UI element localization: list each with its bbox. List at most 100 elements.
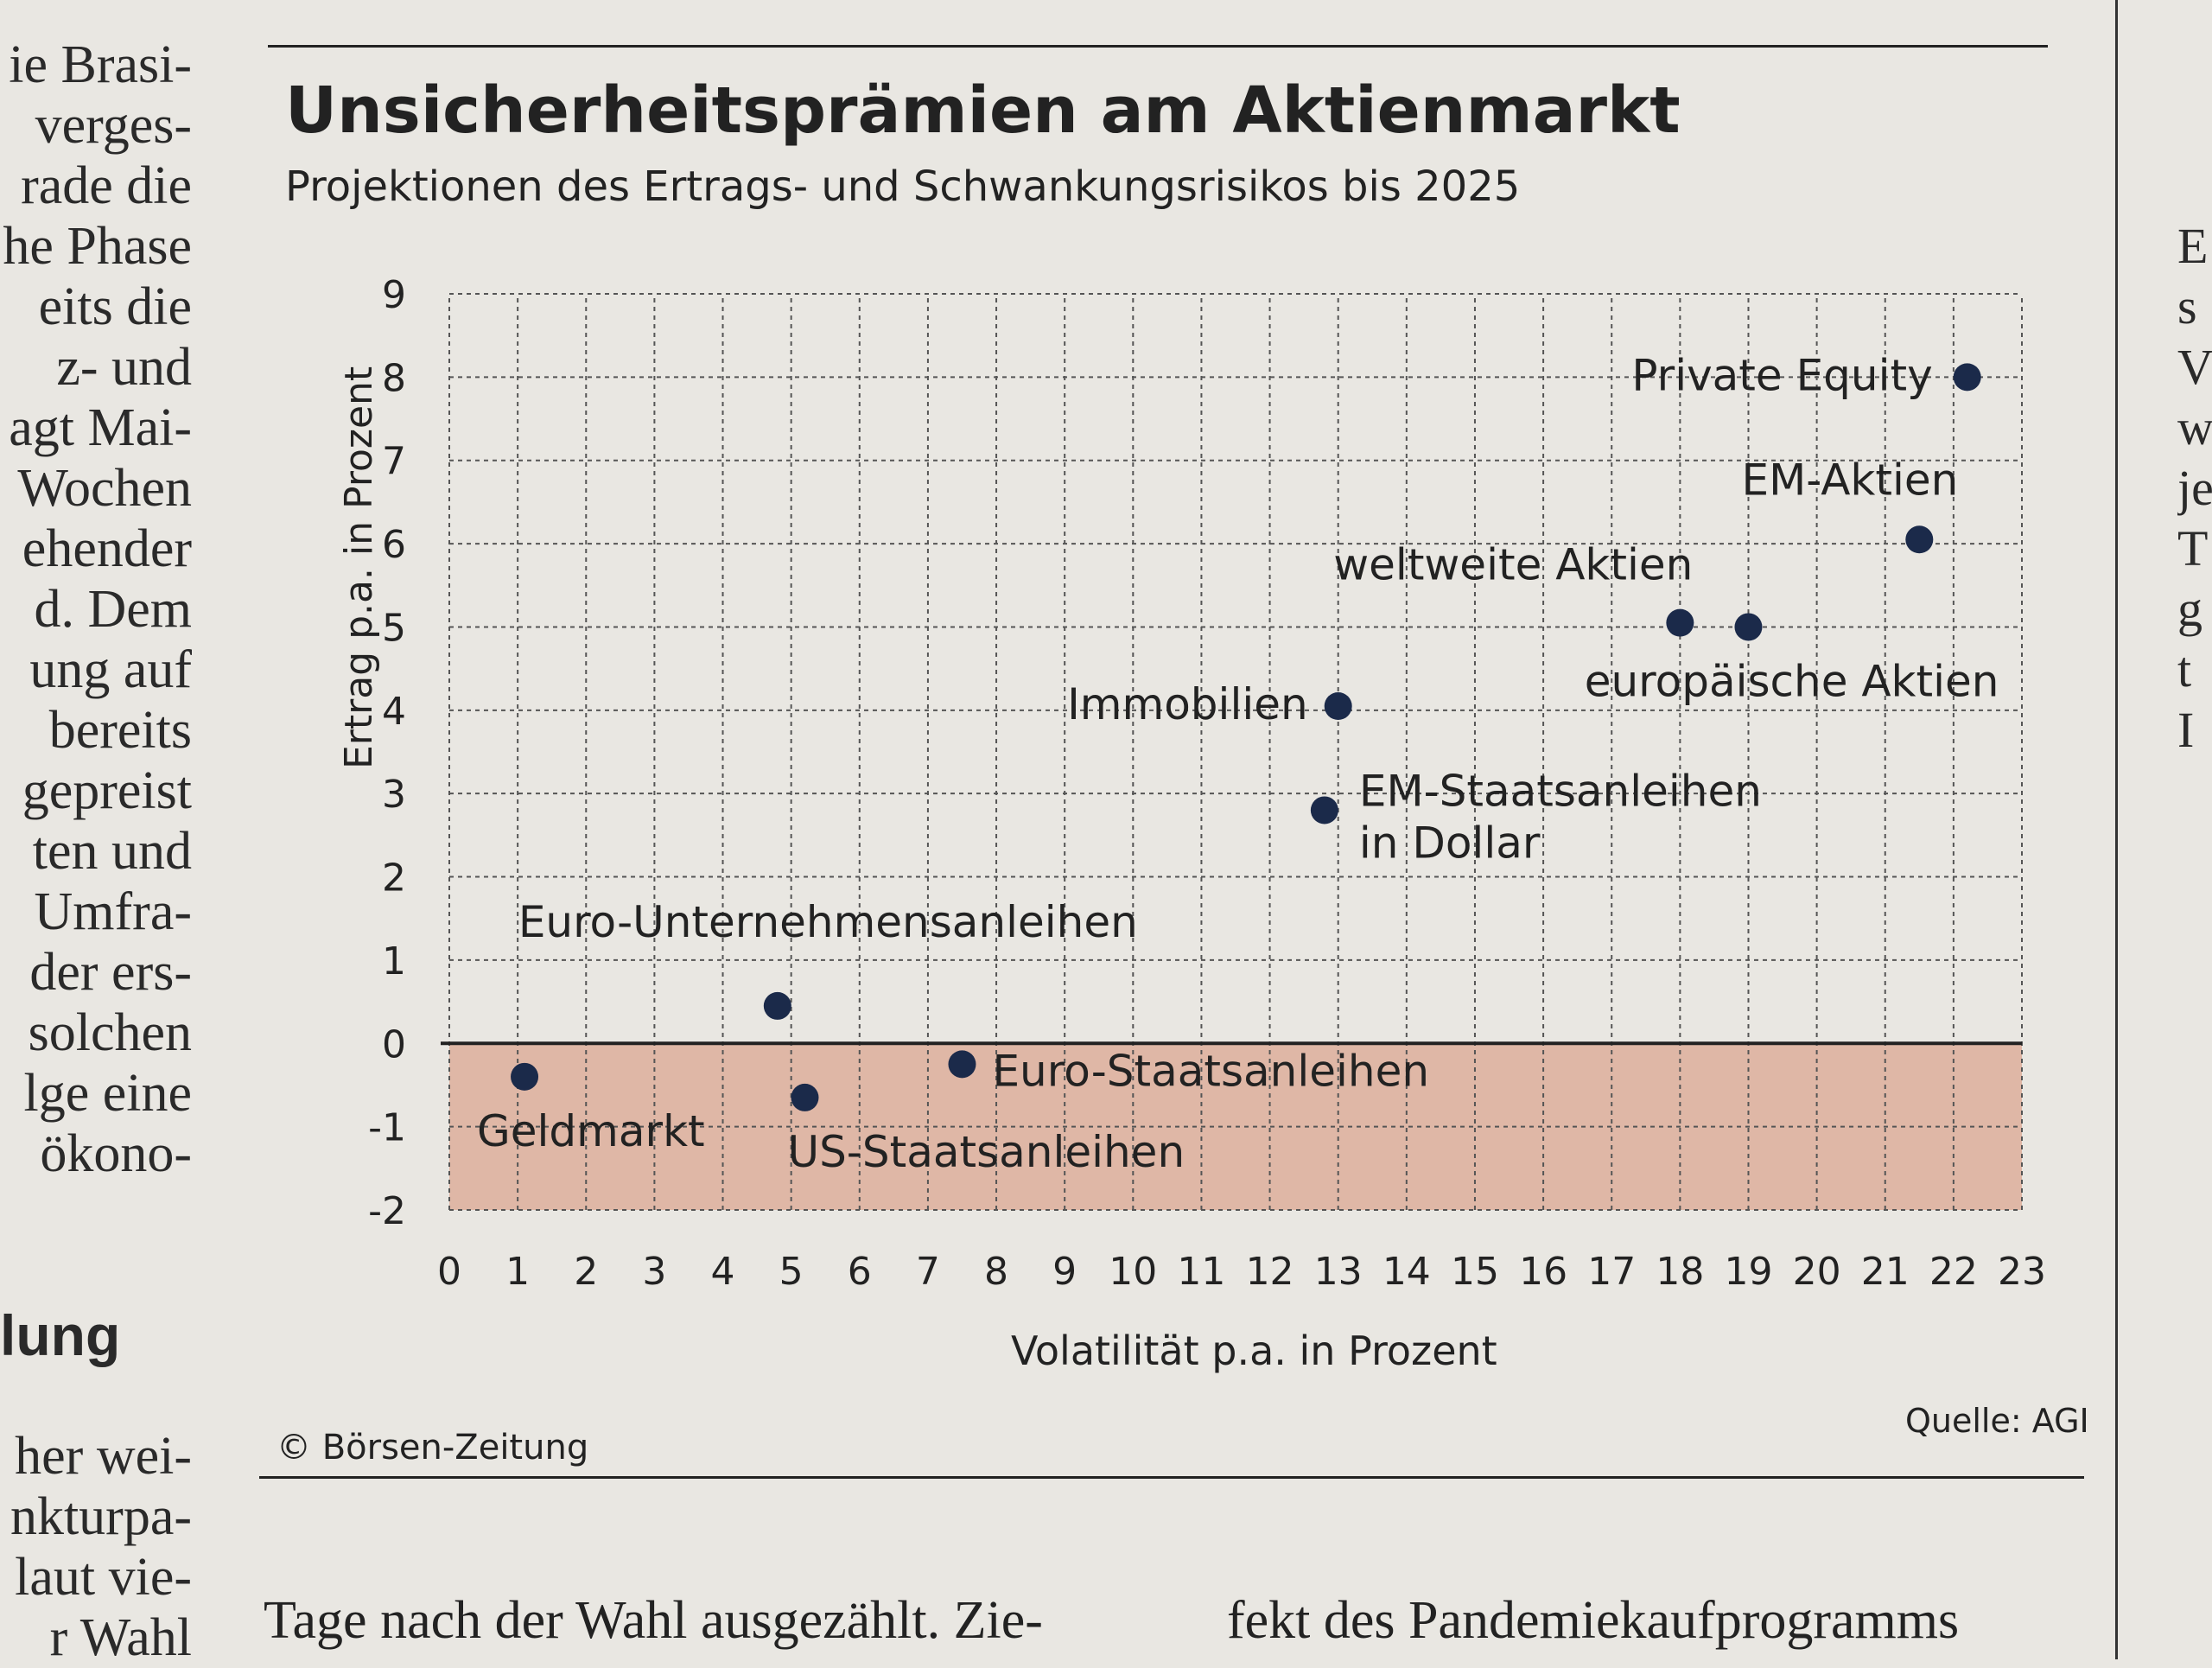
x-tick-label: 3: [642, 1250, 666, 1294]
y-tick-label: 3: [382, 773, 406, 817]
chart-title: Unsicherheitsprämien am Aktienmarkt: [285, 73, 1681, 148]
x-tick-label: 21: [1861, 1250, 1910, 1294]
data-point: [763, 991, 791, 1020]
article-line: he Phase: [3, 217, 192, 276]
x-tick-label: 2: [574, 1250, 598, 1294]
x-tick-label: 15: [1451, 1250, 1499, 1294]
article-line: solchen: [28, 1003, 192, 1062]
article-line: I: [2177, 702, 2195, 758]
chart-graphic: Unsicherheitsprämien am Aktienmarkt Proj…: [259, 35, 2091, 1495]
article-line: je: [2177, 460, 2212, 516]
data-point-label: Geldmarkt: [477, 1106, 705, 1156]
x-tick-label: 18: [1656, 1250, 1704, 1294]
data-point-label: EM-Staatsanleihen in Dollar: [1359, 766, 1762, 868]
x-axis-label: Volatilität p.a. in Prozent: [1011, 1327, 1497, 1374]
x-tick-label: 23: [1998, 1250, 2046, 1294]
article-subheading: lung: [0, 1303, 121, 1367]
x-tick-label: 13: [1314, 1250, 1363, 1294]
x-tick-label: 12: [1246, 1250, 1294, 1294]
x-tick-label: 1: [505, 1250, 530, 1294]
article-bottom-left-text: Tage nach der Wahl ausgezählt. Zie-: [264, 1591, 1043, 1650]
article-line: agt Mai-: [9, 398, 192, 457]
article-line: T: [2177, 520, 2209, 576]
x-tick-label: 20: [1793, 1250, 1841, 1294]
article-line: der ers-: [29, 943, 192, 1002]
article-line: ie Brasi-: [9, 35, 192, 94]
x-tick-label: 11: [1177, 1250, 1225, 1294]
data-point: [1324, 692, 1352, 720]
article-line: Umfra-: [34, 882, 192, 941]
x-tick-label: 10: [1109, 1250, 1157, 1294]
data-point-label: weltweite Aktien: [1333, 540, 1693, 590]
article-line: z- und: [56, 338, 192, 397]
y-tick-label: 1: [382, 939, 406, 984]
x-tick-label: 0: [437, 1250, 461, 1294]
article-line: bereits: [48, 701, 192, 760]
article-line: s: [2177, 278, 2197, 334]
y-tick-label: 5: [382, 606, 406, 650]
graphic-top-rule: [268, 45, 2048, 48]
data-point-label: Private Equity: [1631, 350, 1932, 400]
data-point: [511, 1062, 539, 1091]
scatter-chart: 0 1 2 3 4 5 6 7 8 9 10 11 12 13 14 15 16 17 18 19 20 21 22 23-2…: [368, 273, 2046, 1294]
data-point: [1666, 608, 1694, 637]
article-line: d. Dem: [34, 580, 192, 639]
y-tick-label: -2: [368, 1189, 406, 1233]
article-line: ökono-: [40, 1124, 192, 1183]
article-bottom-right-text: fekt des Pandemiekaufprogramms: [1227, 1591, 1960, 1650]
source-note: Quelle: AGI: [1905, 1402, 2089, 1440]
y-tick-label: 6: [382, 523, 406, 567]
article-line: eits die: [38, 277, 192, 336]
data-point-label: EM-Aktien: [1742, 455, 1959, 505]
article-left-column: ie Brasi-verges-rade die he Phase eits die…: [0, 35, 192, 1668]
article-line: verges-: [35, 96, 192, 155]
x-tick-label: 19: [1724, 1250, 1772, 1294]
data-point-label: europäische Aktien: [1585, 656, 1999, 706]
data-point: [791, 1083, 819, 1111]
column-divider: [2115, 0, 2118, 1659]
y-tick-label: 7: [382, 440, 406, 484]
x-tick-label: 7: [916, 1250, 940, 1294]
data-point-label: Euro-Staatsanleihen: [992, 1046, 1429, 1096]
y-axis-label: Ertrag p.a. in Prozent: [337, 366, 381, 769]
data-point: [948, 1050, 976, 1079]
data-point: [1905, 525, 1934, 554]
article-line: lge eine: [23, 1064, 192, 1123]
article-line: t: [2177, 641, 2192, 697]
data-point-label: Immobilien: [1067, 679, 1308, 729]
article-line: laut vie-: [15, 1548, 192, 1607]
article-line: rade die: [21, 156, 192, 215]
y-tick-label: 9: [382, 273, 406, 317]
article-line: g: [2177, 581, 2202, 637]
y-tick-label: 0: [382, 1022, 406, 1066]
x-tick-label: 16: [1519, 1250, 1567, 1294]
data-point: [1953, 363, 1981, 392]
article-line: gepreist: [22, 761, 192, 820]
y-tick-label: 4: [382, 690, 406, 734]
x-tick-label: 17: [1587, 1250, 1636, 1294]
chart-subtitle: Projektionen des Ertrags- und Schwankung…: [285, 162, 1521, 211]
y-tick-label: 8: [382, 356, 406, 400]
article-line: E: [2177, 218, 2209, 274]
article-line: w: [2177, 399, 2212, 455]
x-tick-label: 5: [779, 1250, 804, 1294]
x-tick-label: 9: [1052, 1250, 1077, 1294]
article-line: Wochen: [17, 459, 192, 518]
y-tick-label: 2: [382, 856, 406, 901]
data-point: [1310, 796, 1338, 824]
article-line: V: [2177, 339, 2212, 395]
data-point-label: Euro-Unternehmensanleihen: [518, 897, 1138, 947]
x-tick-label: 8: [984, 1250, 1008, 1294]
x-tick-label: 6: [848, 1250, 872, 1294]
article-line: r Wahl: [49, 1608, 192, 1667]
x-tick-label: 14: [1382, 1250, 1431, 1294]
data-point: [1734, 613, 1763, 641]
copyright-note: © Börsen-Zeitung: [276, 1428, 589, 1467]
x-tick-label: 22: [1929, 1250, 1978, 1294]
y-tick-label: -1: [368, 1106, 406, 1150]
article-line: ehender: [22, 519, 192, 578]
x-tick-label: 4: [711, 1250, 735, 1294]
data-point-label: US-Staatsanleihen: [787, 1127, 1185, 1177]
article-line: her wei-: [15, 1427, 192, 1486]
